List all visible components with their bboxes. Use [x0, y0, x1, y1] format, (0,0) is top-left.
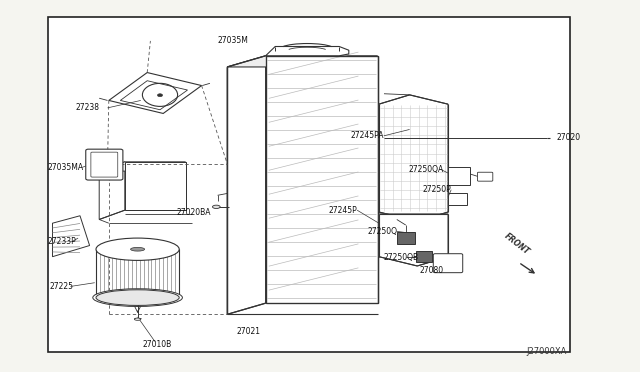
Text: 27250QB: 27250QB [384, 253, 419, 262]
Text: 27035MA: 27035MA [48, 163, 84, 172]
Text: 27020BA: 27020BA [177, 208, 211, 217]
Bar [48, 17, 570, 352]
Text: FRONT: FRONT [502, 232, 531, 257]
Polygon shape [266, 46, 349, 56]
Text: 27245PA: 27245PA [351, 131, 384, 140]
FancyBboxPatch shape [397, 232, 415, 244]
Polygon shape [448, 167, 470, 185]
Polygon shape [379, 95, 448, 221]
FancyBboxPatch shape [91, 152, 118, 177]
Text: 27020: 27020 [557, 133, 581, 142]
Polygon shape [109, 73, 202, 113]
Text: 27238: 27238 [76, 103, 100, 112]
Polygon shape [125, 162, 186, 210]
Text: 27250QA: 27250QA [408, 165, 444, 174]
Ellipse shape [134, 318, 141, 320]
Polygon shape [118, 244, 157, 255]
Text: J27000XA: J27000XA [526, 347, 566, 356]
Text: 27250Q: 27250Q [367, 227, 397, 236]
Polygon shape [448, 193, 467, 205]
Text: 27035M: 27035M [218, 36, 248, 45]
Polygon shape [99, 162, 186, 171]
FancyBboxPatch shape [477, 172, 493, 181]
Text: 27080: 27080 [419, 266, 444, 275]
Ellipse shape [131, 247, 145, 251]
Polygon shape [266, 56, 378, 303]
Ellipse shape [96, 290, 179, 305]
Text: 27225: 27225 [50, 282, 74, 291]
Circle shape [157, 94, 163, 97]
FancyBboxPatch shape [433, 254, 463, 273]
Text: 27250P: 27250P [422, 185, 451, 194]
Polygon shape [99, 162, 125, 219]
Text: 27245P: 27245P [329, 206, 358, 215]
Polygon shape [52, 216, 90, 257]
Text: 27233P: 27233P [48, 237, 77, 246]
Ellipse shape [212, 205, 220, 208]
Polygon shape [227, 56, 266, 314]
Ellipse shape [96, 238, 179, 260]
Polygon shape [227, 56, 378, 67]
FancyBboxPatch shape [86, 149, 123, 180]
Ellipse shape [93, 289, 182, 307]
Text: 27021: 27021 [237, 327, 261, 336]
FancyBboxPatch shape [416, 251, 432, 262]
Polygon shape [379, 214, 448, 266]
Text: 27010B: 27010B [142, 340, 172, 349]
